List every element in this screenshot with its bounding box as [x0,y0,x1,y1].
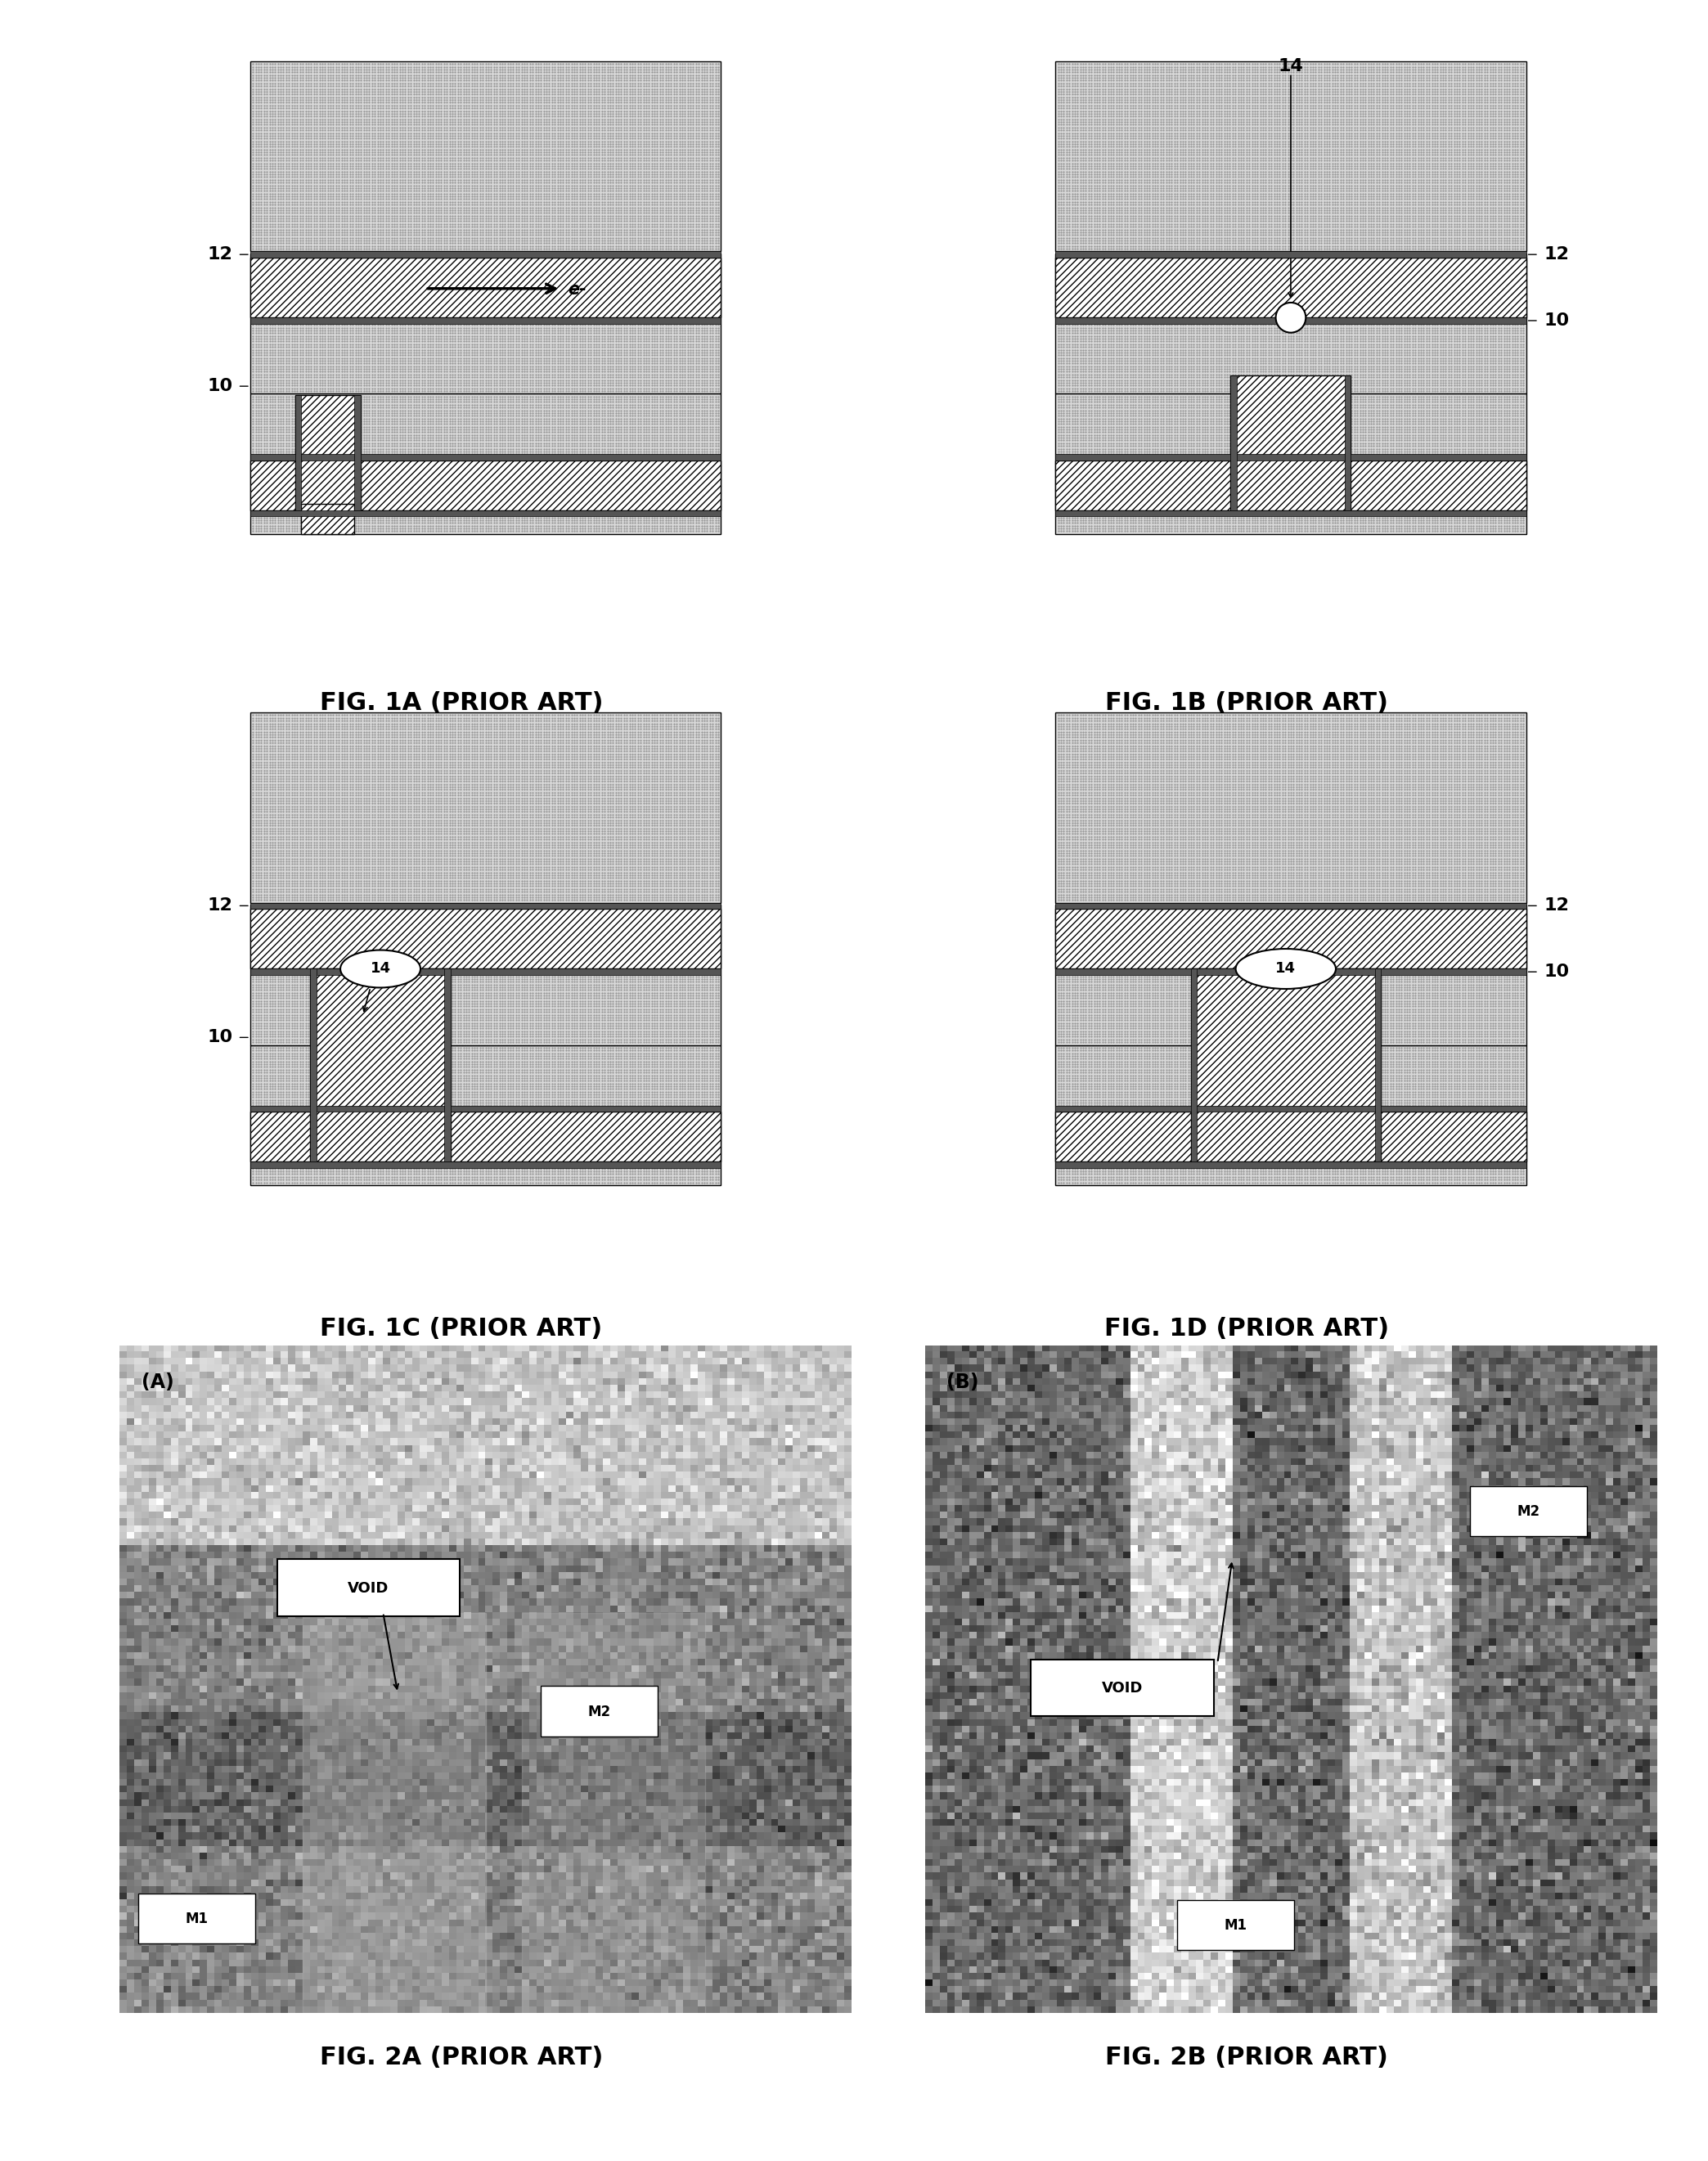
Bar [1231,376,1237,510]
Text: 12: 12 [207,246,232,264]
Bar [1190,968,1197,1163]
Text: (B): (B) [946,1372,979,1392]
FancyBboxPatch shape [1471,1487,1587,1536]
Text: FIG. 1B (PRIOR ART): FIG. 1B (PRIOR ART) [1105,692,1389,715]
Bar [249,251,721,257]
Bar [249,61,721,251]
FancyBboxPatch shape [1177,1900,1295,1949]
Bar [295,395,301,510]
Bar [1056,257,1527,318]
Bar [249,1111,721,1163]
Bar [1056,251,1527,257]
Bar [1190,968,1380,1163]
FancyBboxPatch shape [138,1893,254,1943]
Bar [1056,61,1527,251]
Bar [249,905,721,1046]
Bar [1056,460,1527,510]
FancyBboxPatch shape [1032,1660,1214,1716]
Bar [1231,376,1351,510]
Text: 12: 12 [1544,897,1570,914]
Bar [249,460,721,510]
Circle shape [1276,303,1307,333]
Bar [1056,393,1527,534]
Text: FIG. 2B (PRIOR ART): FIG. 2B (PRIOR ART) [1105,2046,1389,2068]
Text: 12: 12 [1544,246,1570,264]
Bar [311,968,316,1163]
Bar [249,393,721,534]
Ellipse shape [1235,949,1336,990]
Bar [249,454,721,460]
Text: FIG. 1A (PRIOR ART): FIG. 1A (PRIOR ART) [319,692,603,715]
Bar [1344,376,1351,510]
Bar [523,1612,705,2014]
Bar [1375,968,1380,1163]
FancyBboxPatch shape [277,1560,459,1616]
Text: (A): (A) [142,1372,174,1392]
Bar [249,968,721,975]
Bar [302,1612,485,2014]
Bar [1056,905,1527,1046]
Text: M1: M1 [1225,1917,1247,1932]
Bar [1056,1046,1527,1184]
Bar [1056,1111,1527,1163]
Text: M1: M1 [184,1910,208,1925]
Bar [311,968,451,1163]
Bar [249,253,721,393]
Bar [249,257,721,318]
Text: 10: 10 [1544,313,1570,328]
Text: 14: 14 [1278,58,1303,76]
Bar [1056,454,1527,460]
Text: 10: 10 [1544,964,1570,981]
Bar [249,910,721,968]
Bar [1056,253,1527,393]
Text: VOID: VOID [348,1580,389,1595]
Text: 14: 14 [371,962,391,977]
Bar [1056,713,1527,903]
Bar [1056,903,1527,910]
Bar [1056,968,1527,975]
Bar [1056,1163,1527,1167]
Bar [249,1163,721,1167]
Text: FIG. 1C (PRIOR ART): FIG. 1C (PRIOR ART) [319,1318,603,1340]
Bar [354,395,360,510]
Bar [249,318,721,324]
Bar [1056,510,1527,516]
Bar [1056,1106,1527,1111]
Text: M2: M2 [588,1705,610,1718]
Bar [249,903,721,910]
Text: M2: M2 [1517,1504,1541,1519]
Bar [444,968,451,1163]
Bar [249,510,721,516]
Text: FIG. 2A (PRIOR ART): FIG. 2A (PRIOR ART) [319,2046,603,2068]
Text: e-: e- [569,281,588,298]
Text: VOID: VOID [1102,1681,1143,1696]
Text: 10: 10 [207,378,232,393]
Bar [249,1046,721,1184]
Bar [249,713,721,903]
Bar [301,504,354,534]
Bar [249,1106,721,1111]
Text: 14: 14 [1276,962,1296,977]
Bar [1056,910,1527,968]
FancyBboxPatch shape [540,1686,658,1735]
Bar [295,395,360,510]
Bar [1056,318,1527,324]
Ellipse shape [340,951,420,988]
Text: FIG. 1D (PRIOR ART): FIG. 1D (PRIOR ART) [1105,1318,1389,1340]
Text: 10: 10 [207,1029,232,1046]
Text: 12: 12 [207,897,232,914]
